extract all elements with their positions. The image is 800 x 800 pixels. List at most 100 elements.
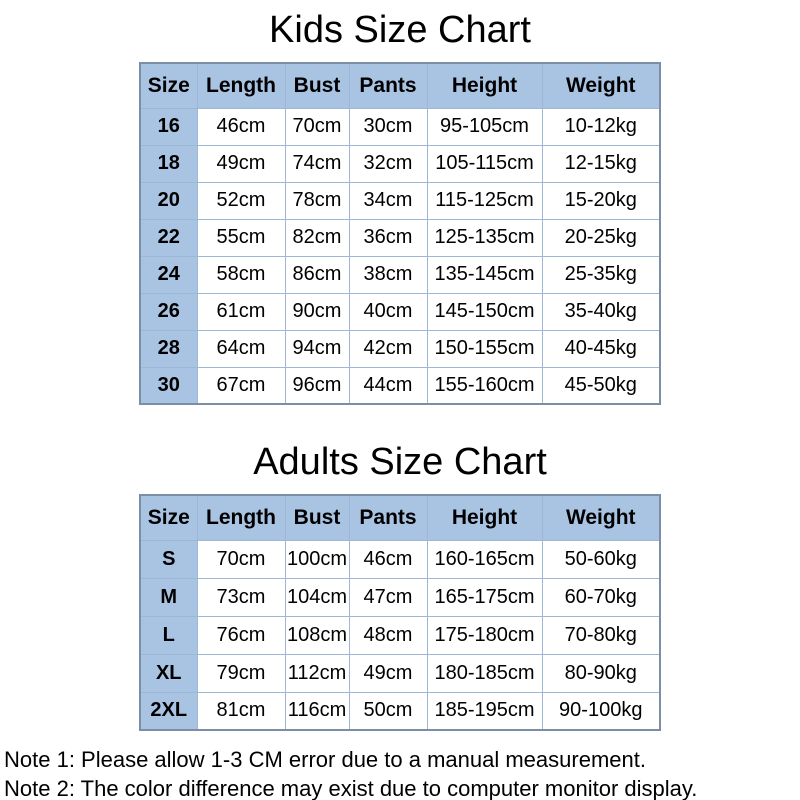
value-cell: 55cm — [196, 218, 286, 257]
notes-section: Note 1: Please allow 1-3 CM error due to… — [4, 745, 800, 800]
table-row: 2XL 81cm 116cm 50cm 185-195cm 90-100kg — [139, 691, 661, 731]
value-cell: 73cm — [196, 577, 286, 617]
table-row: S 70cm 100cm 46cm 160-165cm 50-60kg — [139, 539, 661, 579]
value-cell: 82cm — [284, 218, 350, 257]
value-cell: 12-15kg — [541, 144, 661, 183]
value-cell: 38cm — [348, 255, 428, 294]
value-cell: 78cm — [284, 181, 350, 220]
value-cell: 48cm — [348, 615, 428, 655]
size-label-cell: 22 — [139, 218, 198, 257]
size-label-cell: 28 — [139, 329, 198, 368]
column-header-weight: Weight — [541, 62, 661, 109]
size-label-cell: XL — [139, 653, 198, 693]
value-cell: 61cm — [196, 292, 286, 331]
value-cell: 90cm — [284, 292, 350, 331]
size-label-cell: S — [139, 539, 198, 579]
value-cell: 32cm — [348, 144, 428, 183]
value-cell: 108cm — [284, 615, 350, 655]
size-label-cell: 30 — [139, 366, 198, 405]
value-cell: 49cm — [348, 653, 428, 693]
value-cell: 47cm — [348, 577, 428, 617]
table-row: 30 67cm 96cm 44cm 155-160cm 45-50kg — [139, 366, 661, 405]
table-row: L 76cm 108cm 48cm 175-180cm 70-80kg — [139, 615, 661, 655]
value-cell: 95-105cm — [426, 107, 543, 146]
note-2: Note 2: The color difference may exist d… — [4, 776, 698, 800]
table-row: 24 58cm 86cm 38cm 135-145cm 25-35kg — [139, 255, 661, 294]
value-cell: 81cm — [196, 691, 286, 731]
column-header-pants: Pants — [348, 494, 428, 541]
value-cell: 70cm — [196, 539, 286, 579]
size-label-cell: L — [139, 615, 198, 655]
column-header-height: Height — [426, 494, 543, 541]
size-label-cell: 18 — [139, 144, 198, 183]
value-cell: 100cm — [284, 539, 350, 579]
value-cell: 70-80kg — [541, 615, 661, 655]
value-cell: 67cm — [196, 366, 286, 405]
table-row: M 73cm 104cm 47cm 165-175cm 60-70kg — [139, 577, 661, 617]
column-header-size: Size — [139, 494, 198, 541]
value-cell: 15-20kg — [541, 181, 661, 220]
table-row: 18 49cm 74cm 32cm 105-115cm 12-15kg — [139, 144, 661, 183]
value-cell: 150-155cm — [426, 329, 543, 368]
value-cell: 36cm — [348, 218, 428, 257]
value-cell: 80-90kg — [541, 653, 661, 693]
value-cell: 40cm — [348, 292, 428, 331]
adults-chart-title: Adults Size Chart — [253, 441, 547, 483]
column-header-length: Length — [196, 62, 286, 109]
size-label-cell: 24 — [139, 255, 198, 294]
value-cell: 49cm — [196, 144, 286, 183]
value-cell: 155-160cm — [426, 366, 543, 405]
value-cell: 50cm — [348, 691, 428, 731]
value-cell: 44cm — [348, 366, 428, 405]
table-row: XL 79cm 112cm 49cm 180-185cm 80-90kg — [139, 653, 661, 693]
value-cell: 20-25kg — [541, 218, 661, 257]
size-label-cell: M — [139, 577, 198, 617]
kids-size-table: Size Length Bust Pants Height Weight 16 46cm 70c… — [139, 62, 661, 405]
value-cell: 42cm — [348, 329, 428, 368]
value-cell: 76cm — [196, 615, 286, 655]
table-row: 16 46cm 70cm 30cm 95-105cm 10-12kg — [139, 107, 661, 146]
value-cell: 185-195cm — [426, 691, 543, 731]
value-cell: 94cm — [284, 329, 350, 368]
header-row: Size Length Bust Pants Height Weight — [139, 62, 661, 109]
value-cell: 105-115cm — [426, 144, 543, 183]
value-cell: 165-175cm — [426, 577, 543, 617]
value-cell: 50-60kg — [541, 539, 661, 579]
value-cell: 79cm — [196, 653, 286, 693]
size-label-cell: 16 — [139, 107, 198, 146]
value-cell: 160-165cm — [426, 539, 543, 579]
note-1: Note 1: Please allow 1-3 CM error due to… — [4, 747, 646, 772]
value-cell: 116cm — [284, 691, 350, 731]
value-cell: 40-45kg — [541, 329, 661, 368]
value-cell: 10-12kg — [541, 107, 661, 146]
column-header-height: Height — [426, 62, 543, 109]
value-cell: 64cm — [196, 329, 286, 368]
value-cell: 46cm — [196, 107, 286, 146]
column-header-weight: Weight — [541, 494, 661, 541]
value-cell: 34cm — [348, 181, 428, 220]
value-cell: 135-145cm — [426, 255, 543, 294]
table-row: 26 61cm 90cm 40cm 145-150cm 35-40kg — [139, 292, 661, 331]
column-header-length: Length — [196, 494, 286, 541]
adults-size-table: Size Length Bust Pants Height Weight S 70cm 100c… — [139, 494, 661, 731]
size-label-cell: 2XL — [139, 691, 198, 731]
value-cell: 60-70kg — [541, 577, 661, 617]
value-cell: 58cm — [196, 255, 286, 294]
size-label-cell: 20 — [139, 181, 198, 220]
value-cell: 30cm — [348, 107, 428, 146]
value-cell: 175-180cm — [426, 615, 543, 655]
value-cell: 115-125cm — [426, 181, 543, 220]
column-header-bust: Bust — [284, 494, 350, 541]
column-header-bust: Bust — [284, 62, 350, 109]
size-label-cell: 26 — [139, 292, 198, 331]
value-cell: 25-35kg — [541, 255, 661, 294]
value-cell: 180-185cm — [426, 653, 543, 693]
value-cell: 46cm — [348, 539, 428, 579]
value-cell: 125-135cm — [426, 218, 543, 257]
value-cell: 35-40kg — [541, 292, 661, 331]
column-header-size: Size — [139, 62, 198, 109]
value-cell: 112cm — [284, 653, 350, 693]
value-cell: 45-50kg — [541, 366, 661, 405]
value-cell: 104cm — [284, 577, 350, 617]
value-cell: 96cm — [284, 366, 350, 405]
